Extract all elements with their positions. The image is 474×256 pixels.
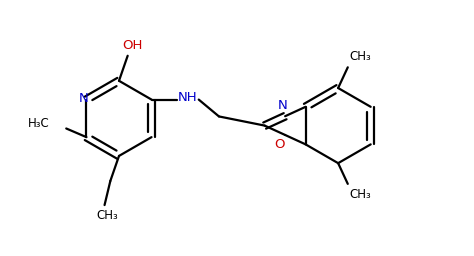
Text: N: N xyxy=(79,92,89,105)
Text: CH₃: CH₃ xyxy=(96,209,118,222)
Text: CH₃: CH₃ xyxy=(349,50,371,63)
Text: H₃C: H₃C xyxy=(27,117,49,130)
Text: OH: OH xyxy=(122,39,143,52)
Text: N: N xyxy=(278,99,288,112)
Text: CH₃: CH₃ xyxy=(349,188,371,201)
Text: NH: NH xyxy=(177,91,197,104)
Text: O: O xyxy=(274,138,284,151)
